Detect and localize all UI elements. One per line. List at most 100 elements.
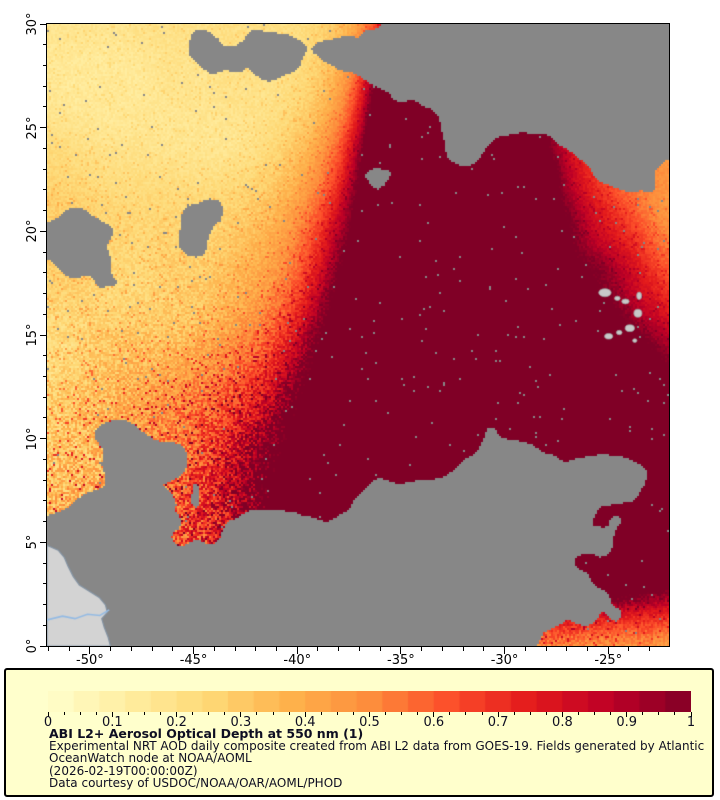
x-major-tick	[607, 647, 609, 654]
y-minor-tick	[43, 458, 47, 460]
aod-heatmap-canvas	[47, 24, 669, 646]
legend-title: ABI L2+ Aerosol Optical Depth at 550 nm …	[49, 726, 364, 741]
x-minor-tick	[130, 647, 132, 651]
legend-timestamp: (2026-02-19T00:00:00Z)	[49, 763, 198, 778]
y-major-tick	[39, 541, 47, 543]
x-minor-tick	[379, 647, 381, 651]
x-major-tick	[296, 647, 298, 654]
x-minor-tick	[628, 647, 630, 651]
colorbar-major-tick	[369, 712, 370, 717]
y-minor-tick	[43, 168, 47, 170]
colorbar-major-tick	[111, 712, 113, 717]
colorbar-major-tick	[561, 712, 563, 717]
colorbar-tick-label: 0.5	[359, 715, 380, 730]
colorbar-major-tick	[240, 712, 242, 717]
colorbar-tick-label: 0.8	[552, 715, 573, 730]
y-tick-label: 25°	[25, 116, 40, 140]
colorbar-minor-tick	[352, 712, 354, 715]
colorbar-minor-tick	[658, 712, 660, 715]
y-major-tick	[39, 645, 47, 647]
colorbar-tick-label: 0.6	[423, 715, 445, 730]
colorbar-minor-tick	[674, 712, 676, 715]
x-minor-tick	[151, 647, 153, 651]
y-tick-label: 5°	[25, 534, 40, 550]
colorbar-minor-tick	[224, 712, 226, 715]
colorbar-minor-tick	[465, 712, 467, 715]
y-major-tick	[39, 127, 47, 129]
x-tick-label: -40°	[283, 653, 312, 668]
colorbar-minor-tick	[594, 712, 596, 715]
y-minor-tick	[43, 583, 47, 585]
colorbar-minor-tick	[417, 712, 419, 715]
y-minor-tick	[43, 251, 47, 253]
y-minor-tick	[43, 624, 47, 626]
x-major-tick	[400, 647, 402, 654]
colorbar-minor-tick	[642, 712, 644, 715]
colorbar-minor-tick	[192, 712, 194, 715]
y-minor-tick	[43, 562, 47, 564]
y-tick-label: 30°	[25, 12, 40, 36]
colorbar-minor-tick	[320, 712, 322, 715]
colorbar-major-tick	[47, 712, 49, 717]
x-minor-tick	[276, 647, 278, 651]
y-major-tick	[39, 438, 47, 440]
y-minor-tick	[43, 64, 47, 66]
y-minor-tick	[43, 479, 47, 481]
colorbar-tick-label: 0.7	[487, 715, 509, 730]
y-minor-tick	[43, 272, 47, 274]
colorbar-minor-tick	[336, 712, 338, 715]
y-tick-label: 10°	[25, 427, 40, 451]
colorbar-tick-label: 0.3	[230, 715, 252, 730]
colorbar-minor-tick	[256, 712, 258, 715]
colorbar-minor-tick	[79, 712, 81, 715]
x-tick-label: -45°	[179, 653, 208, 668]
colorbar-minor-tick	[95, 712, 97, 715]
colorbar-minor-tick	[577, 712, 579, 715]
x-tick-label: -35°	[387, 653, 415, 668]
legend-credit: Data courtesy of USDOC/NOAA/OAR/AOML/PHO…	[49, 775, 343, 790]
colorbar-tick-label: 0.2	[166, 715, 187, 730]
y-minor-tick	[43, 147, 47, 149]
colorbar-minor-tick	[288, 712, 290, 715]
x-minor-tick	[255, 647, 257, 651]
x-major-tick	[193, 647, 195, 654]
colorbar-minor-tick	[545, 712, 547, 715]
y-minor-tick	[43, 44, 47, 46]
aod-map-figure: -50° -45° -40° -35° -30° -25° 30° 25° 20° 15° 10°…	[25, 12, 670, 668]
colorbar-minor-tick	[63, 712, 65, 715]
x-tick-label: -25°	[594, 653, 623, 668]
x-minor-tick	[68, 647, 70, 651]
colorbar-minor-tick	[449, 712, 451, 715]
colorbar-major-tick	[176, 712, 178, 717]
colorbar-tick-label: 0.9	[616, 715, 638, 730]
colorbar-minor-tick	[481, 712, 483, 715]
colorbar-minor-tick	[160, 712, 162, 715]
colorbar-minor-tick	[610, 712, 612, 715]
x-minor-tick	[462, 647, 464, 651]
colorbar-major-tick	[626, 712, 628, 717]
x-minor-tick	[338, 647, 340, 651]
x-minor-tick	[110, 647, 112, 651]
y-minor-tick	[43, 500, 47, 502]
x-minor-tick	[47, 647, 49, 651]
colorbar-major-tick	[304, 712, 306, 717]
x-tick-label: -30°	[490, 653, 519, 668]
y-minor-tick	[43, 293, 47, 295]
y-minor-tick	[43, 313, 47, 315]
colorbar-tick-label: 0.4	[294, 715, 316, 730]
y-tick-label: 0°	[25, 638, 40, 654]
colorbar-minor-tick	[208, 712, 210, 715]
colorbar-tick-label: 0	[43, 715, 53, 730]
y-minor-tick	[43, 375, 47, 377]
colorbar-minor-tick	[529, 712, 531, 715]
x-minor-tick	[358, 647, 360, 651]
x-major-tick	[504, 647, 506, 654]
x-minor-tick	[317, 647, 319, 651]
legend-description-line1: Experimental NRT AOD daily composite cre…	[49, 739, 705, 754]
colorbar-major-tick	[497, 712, 499, 717]
colorbar-minor-tick	[127, 712, 129, 715]
x-minor-tick	[421, 647, 423, 651]
x-minor-tick	[649, 647, 651, 651]
y-minor-tick	[43, 521, 47, 523]
